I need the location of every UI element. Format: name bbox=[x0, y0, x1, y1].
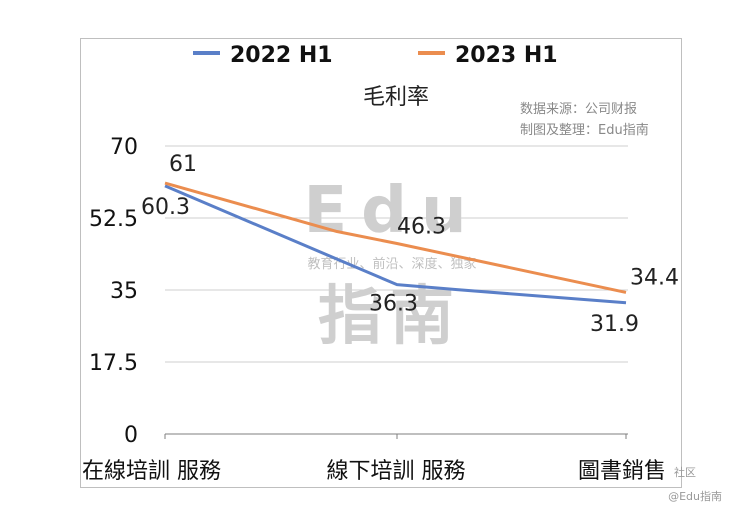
y-tick-label: 0 bbox=[124, 423, 138, 448]
watermark: Edu 教育行业、前沿、深度、独家 指南 bbox=[303, 174, 480, 354]
data-label-2022: 60.3 bbox=[141, 195, 190, 220]
source-note-line2: 制图及整理：Edu指南 bbox=[520, 122, 649, 138]
data-labels: 60.3 36.3 31.9 61 46.3 34.4 bbox=[141, 152, 679, 337]
chart-frame bbox=[80, 38, 682, 488]
x-category-label: 圖書銷售 bbox=[578, 459, 666, 484]
data-label-2023: 61 bbox=[169, 152, 197, 177]
watermark-zhinan: 指南 bbox=[318, 280, 462, 354]
y-tick-label: 35 bbox=[110, 279, 138, 304]
x-axis-labels: 在線培訓 服務 線下培訓 服務 圖書銷售 bbox=[82, 459, 666, 484]
legend-label-2023: 2023 H1 bbox=[455, 43, 558, 68]
chart-title: 毛利率 bbox=[363, 85, 429, 110]
y-tick-label: 70 bbox=[110, 135, 138, 160]
x-category-label: 線下培訓 服務 bbox=[327, 459, 466, 484]
y-axis-ticks: 0 17.5 35 52.5 70 bbox=[89, 135, 138, 448]
y-tick-label: 17.5 bbox=[89, 351, 138, 376]
data-label-2022: 36.3 bbox=[369, 292, 418, 317]
series-lines bbox=[164, 181, 627, 305]
x-category-label: 在線培訓 服務 bbox=[82, 459, 221, 484]
y-tick-label: 52.5 bbox=[89, 207, 138, 232]
data-label-2023: 46.3 bbox=[397, 215, 446, 240]
data-label-2022: 31.9 bbox=[590, 312, 639, 337]
watermark-edu: Edu bbox=[303, 174, 480, 248]
watermark-tagline: 教育行业、前沿、深度、独家 bbox=[307, 256, 476, 272]
legend: 2022 H1 2023 H1 bbox=[193, 43, 558, 68]
source-note-line1: 数据来源：公司财报 bbox=[520, 102, 637, 117]
data-label-2023: 34.4 bbox=[630, 265, 679, 290]
corner-community: 社区 bbox=[674, 465, 696, 479]
series-line-2022 bbox=[164, 184, 627, 305]
legend-label-2022: 2022 H1 bbox=[230, 43, 333, 68]
corner-handle: @Edu指南 bbox=[668, 489, 722, 503]
series-line-2023 bbox=[164, 181, 627, 294]
